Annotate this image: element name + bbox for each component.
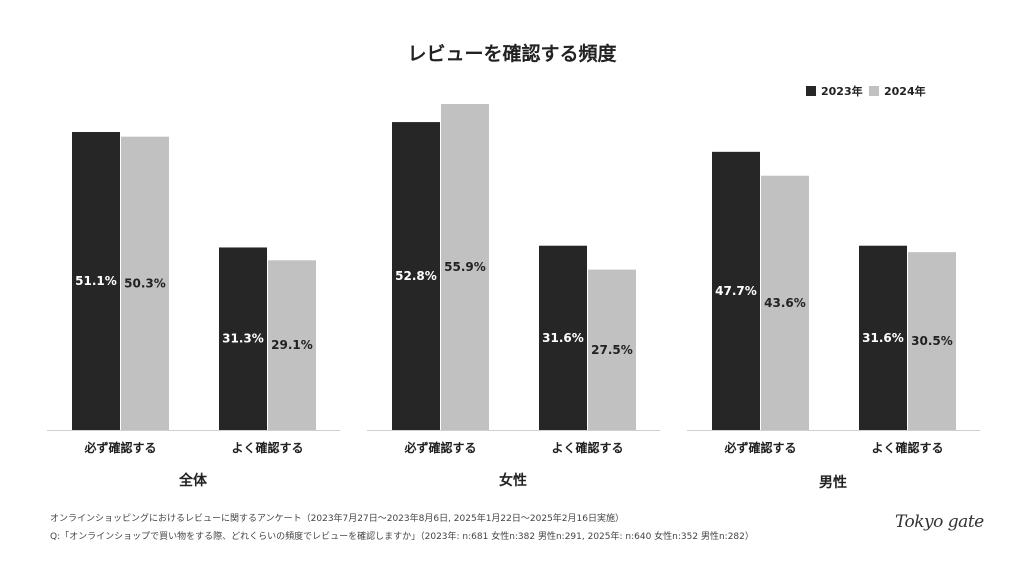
bar-2023年 xyxy=(392,122,440,430)
category-label: よく確認する xyxy=(871,440,943,455)
bar-2023年 xyxy=(712,151,760,430)
data-label: 50.3% xyxy=(124,276,166,290)
data-label: 51.1% xyxy=(75,274,117,288)
data-label: 29.1% xyxy=(271,338,313,352)
data-label: 30.5% xyxy=(911,334,953,348)
group-label: 全体 xyxy=(178,472,208,489)
data-label: 27.5% xyxy=(591,343,633,357)
bar-2024年 xyxy=(588,269,636,430)
category-label: 必ず確認する xyxy=(403,440,476,455)
question-note: Q:「オンラインショップで買い物をする際、どれくらいの頻度でレビューを確認します… xyxy=(50,532,754,542)
legend-swatch-2024 xyxy=(869,86,879,96)
bar-2023年 xyxy=(72,132,120,430)
legend-label-2024: 2024年 xyxy=(884,84,926,98)
data-label: 31.6% xyxy=(542,331,584,345)
bar-2024年 xyxy=(761,175,809,430)
data-label: 52.8% xyxy=(395,269,437,283)
category-label: よく確認する xyxy=(551,440,623,455)
bar-2023年 xyxy=(219,247,267,430)
data-label: 55.9% xyxy=(444,260,486,274)
chart-title: レビューを確認する頻度 xyxy=(407,42,617,65)
data-label: 31.6% xyxy=(862,331,904,345)
data-label: 43.6% xyxy=(764,296,806,310)
group-label: 女性 xyxy=(499,472,527,489)
bar-2023年 xyxy=(539,245,587,430)
legend-swatch-2023 xyxy=(806,86,816,96)
legend: 2023年 2024年 xyxy=(806,84,926,98)
category-label: 必ず確認する xyxy=(723,440,796,455)
bar-2024年 xyxy=(268,260,316,430)
bar-2024年 xyxy=(908,252,956,430)
category-label: 必ず確認する xyxy=(83,440,156,455)
bar-2024年 xyxy=(121,136,169,431)
category-label: よく確認する xyxy=(231,440,303,455)
data-label: 31.3% xyxy=(222,332,264,346)
data-label: 47.7% xyxy=(715,284,757,298)
group-label: 男性 xyxy=(819,474,847,491)
tokyo-gate-logo: Tokyo gate xyxy=(895,512,984,532)
bar-2024年 xyxy=(441,104,489,431)
survey-note: オンラインショッピングにおけるレビューに関するアンケート（2023年7月27日〜… xyxy=(50,514,624,524)
bar-2023年 xyxy=(859,245,907,430)
legend-label-2023: 2023年 xyxy=(821,84,863,98)
